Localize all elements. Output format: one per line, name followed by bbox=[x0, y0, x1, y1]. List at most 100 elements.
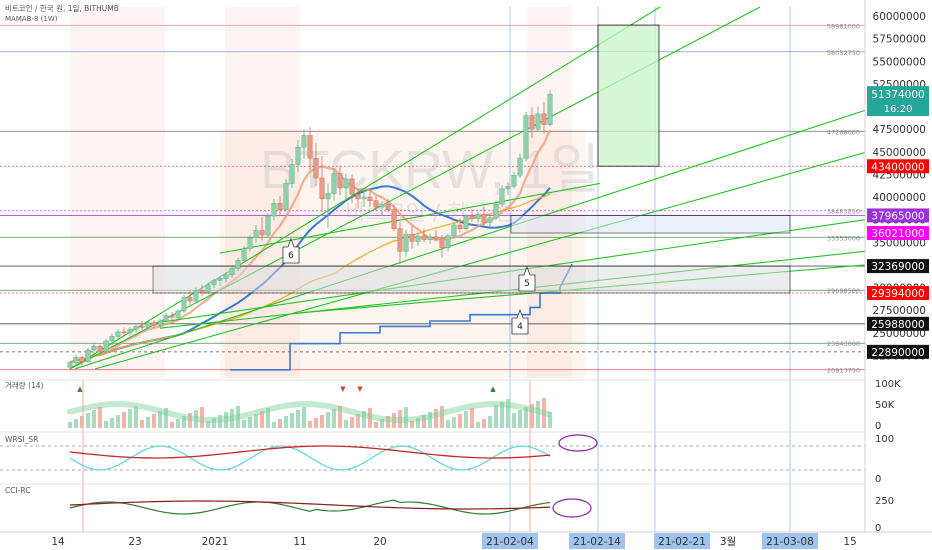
volume-bar bbox=[296, 410, 300, 428]
candle-body bbox=[295, 147, 301, 165]
candle-body bbox=[517, 157, 523, 176]
price-axis[interactable]: 6000000057500000550000005250000050000000… bbox=[864, 0, 932, 534]
candle-body bbox=[535, 113, 541, 130]
volume-bar bbox=[128, 409, 132, 428]
volume-bar bbox=[284, 416, 288, 428]
volume-bar bbox=[470, 408, 474, 428]
price-axis-tick: 55000000 bbox=[873, 56, 926, 68]
wrsi-axis-tick: 100 bbox=[875, 434, 894, 445]
volume-bar bbox=[266, 408, 270, 428]
drawn-rectangles[interactable] bbox=[152, 24, 791, 294]
candle-body bbox=[109, 336, 115, 342]
annotations[interactable]: 6 5 4 bbox=[282, 237, 536, 335]
candle-body bbox=[253, 230, 259, 238]
volume-bar bbox=[416, 418, 420, 428]
volume-bar bbox=[338, 406, 342, 428]
wrsi-highlight-ellipse bbox=[558, 434, 598, 452]
candle-body bbox=[523, 115, 529, 159]
volume-bar bbox=[530, 404, 534, 428]
candle-body bbox=[511, 175, 517, 187]
candle-body bbox=[223, 274, 229, 279]
volume-bar bbox=[188, 413, 192, 428]
volume-bar bbox=[500, 402, 504, 428]
volume-bar bbox=[122, 412, 126, 428]
volume-bar bbox=[290, 413, 294, 428]
volume-bar bbox=[476, 422, 480, 428]
last-price-box bbox=[867, 86, 929, 117]
candle-body bbox=[79, 356, 85, 362]
level-tag: 58981000 bbox=[827, 22, 860, 30]
volume-bar bbox=[536, 401, 540, 428]
indicator-header: MAMAB-8 (1W) bbox=[5, 15, 58, 23]
volume-bar bbox=[464, 411, 468, 428]
candle-body bbox=[547, 93, 553, 125]
support-box bbox=[152, 265, 791, 294]
volume-bar bbox=[164, 408, 168, 428]
price-label-box bbox=[867, 316, 929, 331]
price-label-box bbox=[867, 226, 929, 241]
level-tag: 29698500 bbox=[827, 287, 860, 295]
candle-body bbox=[451, 224, 457, 237]
volume-axis-tick: 100K bbox=[875, 379, 901, 390]
price-label-box bbox=[867, 259, 929, 274]
candle-body bbox=[217, 278, 223, 281]
candle-body bbox=[91, 346, 97, 351]
candle-body bbox=[541, 113, 547, 125]
volume-bar bbox=[506, 399, 510, 428]
volume-bar bbox=[116, 415, 120, 428]
volume-bar bbox=[146, 417, 150, 428]
price-label-box bbox=[867, 208, 929, 223]
candle-body bbox=[289, 164, 295, 184]
time-axis-tick: 20 bbox=[373, 536, 386, 548]
time-axis-highlight bbox=[654, 533, 710, 549]
cci-line bbox=[69, 499, 551, 515]
price-label-text: 43400000 bbox=[871, 161, 924, 173]
candle-body bbox=[115, 331, 121, 337]
candle-body bbox=[397, 228, 403, 252]
annotation-callout bbox=[511, 308, 529, 335]
wrsi-pane-title: WRSI_SR bbox=[5, 435, 38, 444]
price-axis-tick: 45000000 bbox=[873, 147, 926, 159]
volume-bar bbox=[446, 420, 450, 428]
candle-body bbox=[349, 178, 355, 195]
volume-bar bbox=[452, 417, 456, 428]
price-axis-tick: 60000000 bbox=[873, 11, 926, 23]
candle-body bbox=[85, 349, 91, 362]
volume-bar bbox=[242, 420, 246, 428]
volume-bar bbox=[158, 411, 162, 428]
candle-body bbox=[439, 238, 445, 248]
candle-body bbox=[205, 284, 211, 293]
candle-body bbox=[121, 331, 127, 334]
volume-bar bbox=[386, 416, 390, 428]
shaded-zones bbox=[70, 7, 585, 378]
volume-bar bbox=[278, 419, 282, 428]
candle-body bbox=[229, 268, 235, 276]
candle-body bbox=[313, 157, 319, 179]
candle-body bbox=[469, 215, 475, 219]
volume-bar bbox=[140, 420, 144, 428]
candle-body bbox=[211, 280, 217, 286]
volume-bar bbox=[392, 413, 396, 428]
volume-bar bbox=[494, 405, 498, 428]
volume-signal-marker: ▼ bbox=[340, 385, 346, 393]
time-axis-tick: 21-02-04 bbox=[486, 536, 534, 548]
time-axis[interactable]: 14 23 2021 11 20 21-02-04 21-02-14 21-02-21 3월 21… bbox=[0, 531, 932, 550]
candle-body bbox=[259, 230, 265, 236]
volume-bar bbox=[356, 414, 360, 428]
price-axis-tick: 47500000 bbox=[873, 124, 926, 136]
candle-body bbox=[301, 135, 307, 148]
price-label-text: 22890000 bbox=[871, 347, 924, 359]
volume-pane-title: 거래량 (14) bbox=[5, 381, 44, 390]
horizontal-levels: 58981000 56052750 47268000 38483250 35553000… bbox=[0, 22, 865, 375]
highlight-zone bbox=[70, 7, 165, 378]
price-axis-tick: 27500000 bbox=[873, 305, 926, 317]
annotation-label: 4 bbox=[517, 322, 523, 332]
trend-line bbox=[69, 6, 661, 370]
volume-bar bbox=[482, 419, 486, 428]
price-axis-tick: 57500000 bbox=[873, 34, 926, 46]
volume-bar bbox=[542, 398, 546, 428]
candle-body bbox=[499, 188, 505, 205]
candle-body bbox=[73, 356, 79, 363]
price-axis-tick: 35000000 bbox=[873, 237, 926, 249]
